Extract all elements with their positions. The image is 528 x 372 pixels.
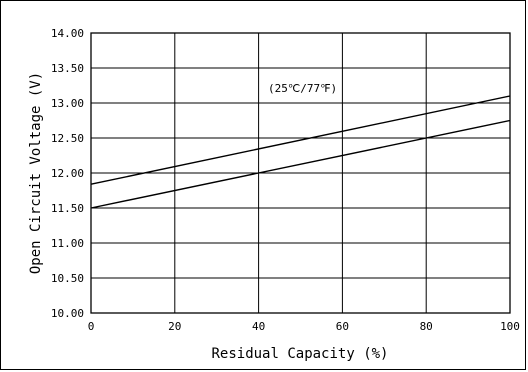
y-tick-label: 11.50 [51, 202, 84, 215]
y-tick-label: 10.50 [51, 272, 84, 285]
upper-boundary-line [90, 95, 511, 185]
y-tick-label: 14.00 [51, 27, 84, 40]
x-tick-label: 40 [252, 320, 265, 333]
plot-area [90, 32, 511, 314]
y-tick-label: 13.00 [51, 97, 84, 110]
lower-boundary-line [90, 119, 511, 209]
x-tick-label: 80 [420, 320, 433, 333]
y-tick-label: 12.50 [51, 132, 84, 145]
x-axis-label: Residual Capacity (%) [211, 346, 388, 362]
x-tick-label: 20 [168, 320, 181, 333]
series-lines [90, 95, 511, 209]
y-tick-label: 12.00 [51, 167, 84, 180]
temperature-annotation: (25℃/77℉) [268, 82, 337, 95]
x-tick-labels: 0 20 40 60 80 100 [88, 320, 520, 333]
grid-lines [90, 32, 511, 314]
x-tick-label: 0 [88, 320, 95, 333]
y-tick-label: 10.00 [51, 307, 84, 320]
y-tick-label: 11.00 [51, 237, 84, 250]
x-tick-label: 60 [336, 320, 349, 333]
y-tick-label: 13.50 [51, 62, 84, 75]
y-tick-labels: 10.00 10.50 11.00 11.50 12.00 12.50 13.00 13.50… [51, 27, 84, 320]
x-tick-label: 100 [500, 320, 520, 333]
y-axis-label: Open Circuit Voltage (V) [28, 72, 44, 274]
